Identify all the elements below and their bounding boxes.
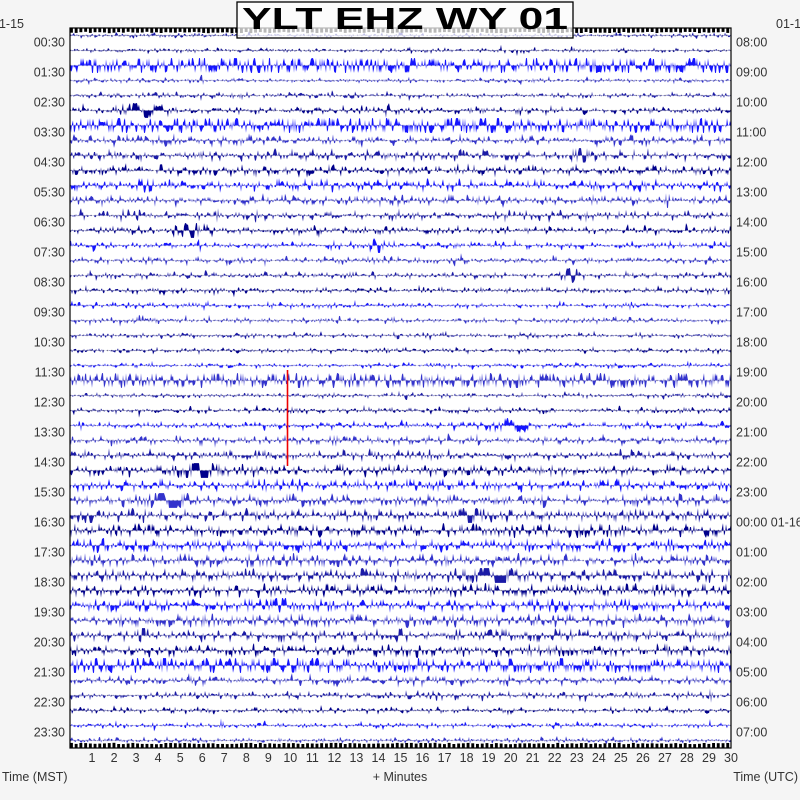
svg-text:21:30: 21:30 [34,665,65,679]
svg-text:Time (MST): Time (MST) [2,770,68,784]
svg-text:21: 21 [526,751,540,765]
svg-text:21:00: 21:00 [736,425,767,439]
svg-text:18: 18 [460,751,474,765]
svg-text:14:00: 14:00 [736,215,767,229]
svg-text:04:00: 04:00 [736,635,767,649]
svg-text:00:30: 00:30 [34,35,65,49]
svg-text:30: 30 [724,751,738,765]
svg-text:05:30: 05:30 [34,185,65,199]
svg-text:07:30: 07:30 [34,245,65,259]
svg-text:17:30: 17:30 [34,545,65,559]
svg-text:23: 23 [570,751,584,765]
svg-text:09:00: 09:00 [736,65,767,79]
svg-text:08:00: 08:00 [736,35,767,49]
svg-text:22: 22 [548,751,562,765]
svg-text:11:00: 11:00 [736,125,766,139]
svg-text:1: 1 [89,751,96,765]
svg-text:25: 25 [614,751,628,765]
svg-text:02:30: 02:30 [34,95,65,109]
svg-text:16:00: 16:00 [736,275,767,289]
svg-text:20:30: 20:30 [34,635,65,649]
svg-text:22:00: 22:00 [736,455,767,469]
svg-text:12:00: 12:00 [736,155,767,169]
svg-text:19:30: 19:30 [34,605,65,619]
svg-text:02:00: 02:00 [736,575,767,589]
svg-text:23:00: 23:00 [736,485,767,499]
svg-text:26: 26 [636,751,650,765]
svg-text:+ Minutes: + Minutes [373,770,428,784]
svg-text:01-15: 01-15 [0,17,24,31]
svg-text:13: 13 [349,751,363,765]
svg-text:Time (UTC): Time (UTC) [733,770,798,784]
svg-text:15:00: 15:00 [736,245,767,259]
svg-text:11: 11 [306,751,319,765]
svg-text:03:30: 03:30 [34,125,65,139]
svg-text:3: 3 [133,751,140,765]
svg-text:28: 28 [680,751,694,765]
svg-text:01:30: 01:30 [34,65,65,79]
svg-text:13:00: 13:00 [736,185,767,199]
svg-text:8: 8 [243,751,250,765]
svg-text:22:30: 22:30 [34,695,65,709]
svg-text:5: 5 [177,751,184,765]
svg-text:06:00: 06:00 [736,695,767,709]
svg-text:4: 4 [155,751,162,765]
svg-text:19: 19 [482,751,496,765]
svg-text:10:00: 10:00 [736,95,767,109]
svg-text:24: 24 [592,751,606,765]
svg-text:09:30: 09:30 [34,305,65,319]
svg-text:19:00: 19:00 [736,365,767,379]
svg-text:16:30: 16:30 [34,515,65,529]
svg-text:12: 12 [327,751,341,765]
svg-text:11:30: 11:30 [35,365,65,379]
svg-text:15:30: 15:30 [34,485,65,499]
svg-text:05:00: 05:00 [736,665,767,679]
svg-text:20: 20 [504,751,518,765]
svg-text:17: 17 [438,751,452,765]
svg-text:08:30: 08:30 [34,275,65,289]
svg-text:17:00: 17:00 [736,305,767,319]
svg-text:16: 16 [416,751,430,765]
svg-text:12:30: 12:30 [34,395,65,409]
svg-text:06:30: 06:30 [34,215,65,229]
svg-text:18:30: 18:30 [34,575,65,589]
svg-text:7: 7 [221,751,228,765]
svg-text:13:30: 13:30 [34,425,65,439]
svg-text:01-15: 01-15 [776,17,800,31]
svg-text:10:30: 10:30 [34,335,65,349]
svg-text:23:30: 23:30 [34,725,65,739]
svg-text:15: 15 [394,751,408,765]
svg-text:YLT EHZ WY 01: YLT EHZ WY 01 [242,1,568,36]
svg-text:6: 6 [199,751,206,765]
svg-text:10: 10 [283,751,297,765]
svg-text:20:00: 20:00 [736,395,767,409]
svg-text:2: 2 [111,751,118,765]
svg-text:29: 29 [702,751,716,765]
svg-text:04:30: 04:30 [34,155,65,169]
svg-text:01:00: 01:00 [736,545,767,559]
svg-text:00:00 01-16: 00:00 01-16 [736,515,800,529]
svg-text:18:00: 18:00 [736,335,767,349]
svg-text:27: 27 [658,751,672,765]
svg-text:07:00: 07:00 [736,725,767,739]
svg-text:14: 14 [372,751,386,765]
svg-text:03:00: 03:00 [736,605,767,619]
svg-text:14:30: 14:30 [34,455,65,469]
svg-text:9: 9 [265,751,272,765]
